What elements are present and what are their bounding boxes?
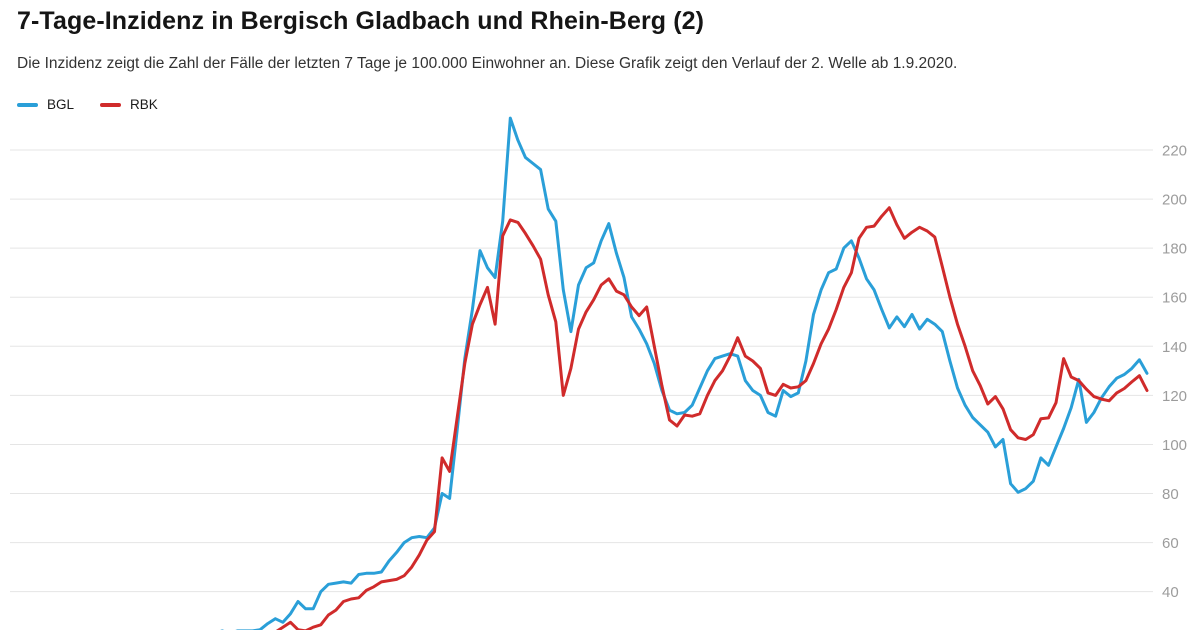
bgl-line-swatch-icon <box>17 102 38 107</box>
y-tick-label: 60 <box>1162 535 1179 552</box>
legend-item-bgl: BGL <box>17 97 74 112</box>
rbk-line-swatch-icon <box>100 102 122 107</box>
legend-item-rbk: RBK <box>100 97 158 112</box>
rbk-line <box>275 206 1149 630</box>
legend-label-bgl: BGL <box>47 97 75 112</box>
page-title: 7-Tage-Inzidenz in Bergisch Gladbach und… <box>17 7 705 35</box>
legend-label-rbk: RBK <box>130 97 158 112</box>
y-tick-label: 120 <box>1162 388 1187 405</box>
y-tick-label: 160 <box>1162 290 1187 307</box>
chart-subtitle: Die Inzidenz zeigt die Zahl der Fälle de… <box>17 55 958 72</box>
y-tick-label: 180 <box>1162 241 1187 258</box>
y-tick-label: 140 <box>1162 339 1187 356</box>
y-tick-labels: 40 60 80 100 120 140 160 180 200 220 <box>1162 143 1187 602</box>
y-tick-label: 200 <box>1162 192 1187 209</box>
bgl-line <box>220 116 1149 630</box>
legend: BGL RBK <box>17 97 957 112</box>
y-tick-label: 80 <box>1162 486 1179 503</box>
y-tick-label: 40 <box>1162 584 1179 601</box>
y-tick-label: 220 <box>1162 143 1187 160</box>
y-tick-label: 100 <box>1162 437 1187 454</box>
chart-header: 7-Tage-Inzidenz in Bergisch Gladbach und… <box>17 0 957 112</box>
y-gridlines <box>10 149 1153 593</box>
